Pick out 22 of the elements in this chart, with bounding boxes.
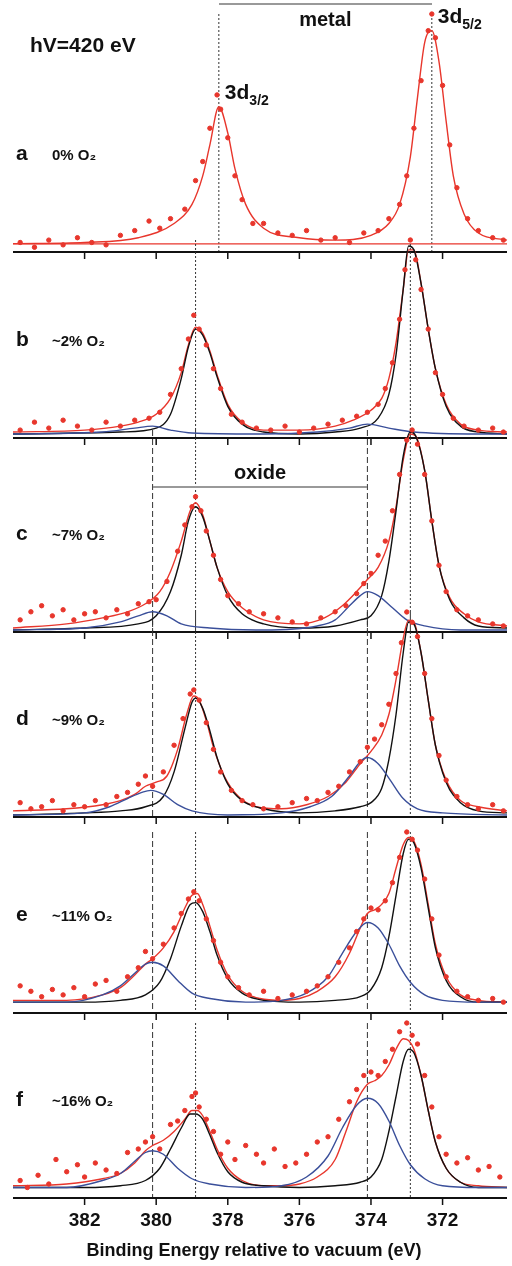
annotation: e <box>16 902 28 925</box>
annotation: c <box>16 521 28 544</box>
x-axis-title: Binding Energy relative to vacuum (eV) <box>86 1240 422 1260</box>
annotation: ~2% O₂ <box>52 332 105 349</box>
x-tick-label: 376 <box>283 1209 316 1230</box>
annotation: metal <box>299 8 352 30</box>
text: hV=420 eV <box>30 33 136 56</box>
annotation: d <box>16 706 29 729</box>
annotation: b <box>16 327 29 350</box>
annotation: f <box>16 1087 24 1110</box>
annotation: ~16% O₂ <box>52 1092 114 1109</box>
annotation: oxide <box>233 460 287 483</box>
x-tick-label: 380 <box>140 1209 173 1230</box>
annotation: ~9% O₂ <box>52 711 105 728</box>
x-tick-label: 378 <box>211 1209 244 1230</box>
annotation: ~7% O₂ <box>52 526 105 543</box>
x-tick-label: 374 <box>355 1209 388 1230</box>
x-tick-label: 372 <box>426 1209 459 1230</box>
annotation: 0% O₂ <box>52 146 97 163</box>
x-tick-label: 382 <box>68 1209 101 1230</box>
annotation: ~11% O₂ <box>52 907 113 924</box>
annotation: a <box>16 141 28 164</box>
